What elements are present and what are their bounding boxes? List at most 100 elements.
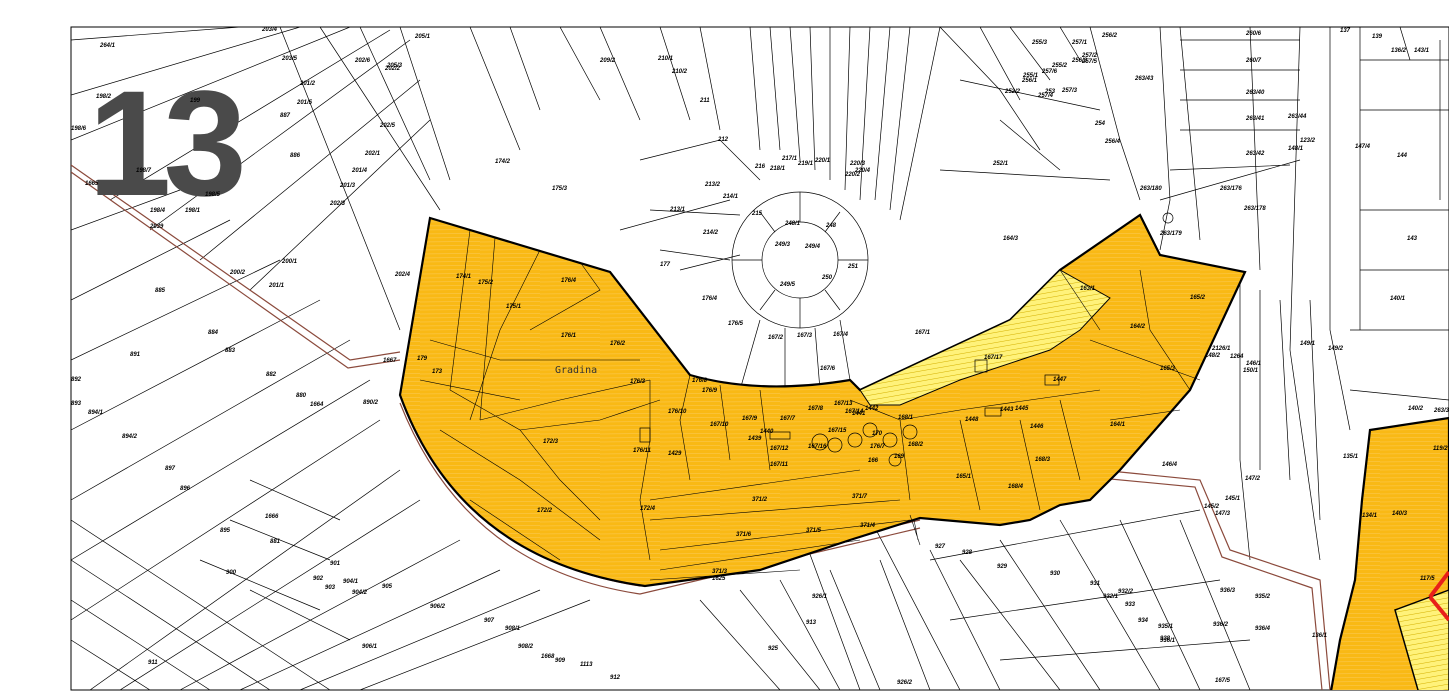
- parcel-label-254: 254: [1094, 121, 1106, 127]
- parcel-label-202-4: 202/4: [394, 272, 411, 278]
- parcel-label-172-4: 172/4: [640, 506, 656, 512]
- parcel-label-176-4: 176/4: [702, 296, 718, 302]
- parcel-label-1625: 1625: [712, 576, 726, 582]
- parcel-label-139: 139: [1372, 34, 1383, 40]
- parcel-label-263-41: 263/41: [1245, 116, 1265, 122]
- parcel-label-1667: 1667: [383, 358, 397, 364]
- parcel-label-175-3: 175/3: [552, 186, 568, 192]
- parcel-label-252-1: 252/1: [992, 161, 1009, 167]
- parcel-label-167-1: 167/1: [915, 330, 931, 336]
- parcel-label-928: 928: [962, 550, 973, 556]
- parcel-label-252-2: 252/2: [1004, 89, 1021, 95]
- parcel-label-1664: 1664: [310, 402, 324, 408]
- parcel-label-929: 929: [997, 564, 1008, 570]
- parcel-label-165-2: 165/2: [1190, 295, 1206, 301]
- parcel-label-145-2: 145/2: [1204, 504, 1220, 510]
- parcel-label-170: 170: [872, 431, 883, 437]
- parcel-label-220-3: 220/3: [849, 161, 866, 167]
- parcel-label-167-15: 167/15: [828, 428, 847, 434]
- parcel-label-140-1: 140/1: [1390, 296, 1406, 302]
- parcel-label-198-6: 198/6: [71, 126, 87, 132]
- parcel-label-936-3: 936/3: [1220, 588, 1236, 594]
- parcel-label-203-5: 203/5: [281, 56, 298, 62]
- parcel-label-177: 177: [660, 262, 671, 268]
- parcel-label-938: 938: [1160, 636, 1171, 642]
- parcel-label-891: 891: [130, 352, 141, 358]
- parcel-label-201-3: 201/3: [339, 183, 356, 189]
- parcel-label-893: 893: [71, 401, 82, 407]
- parcel-label-897: 897: [165, 466, 176, 472]
- parcel-label-936-1: 936/1: [1160, 638, 1176, 644]
- hatched-zone[interactable]: [859, 269, 1111, 406]
- parcel-label-1665: 1665: [85, 181, 99, 187]
- parcel-label-263-43: 263/43: [1134, 76, 1154, 82]
- parcel-label-912: 912: [610, 675, 621, 681]
- parcel-label-214-2: 214/2: [702, 230, 719, 236]
- parcel-label-248: 248: [825, 223, 837, 229]
- parcel-label-1668: 1668: [541, 654, 555, 660]
- parcel-label-263-3: 263/3: [1433, 408, 1449, 414]
- parcel-label-881: 881: [270, 539, 281, 545]
- parcel-label-172-2: 172/2: [537, 508, 553, 514]
- parcel-label-212: 212: [717, 137, 729, 143]
- parcel-label-906-1: 906/1: [362, 644, 378, 650]
- parcel-label-198-7: 198/7: [136, 168, 152, 174]
- parcel-label-936-2: 936/2: [1213, 622, 1229, 628]
- parcel-label-904-1: 904/1: [343, 579, 359, 585]
- parcel-label-202-1: 202/1: [364, 151, 381, 157]
- parcel-label-198-1: 198/1: [185, 208, 201, 214]
- parcel-label-257-2: 257/2: [1081, 53, 1098, 59]
- parcel-label-167-4: 167/4: [833, 332, 849, 338]
- parcel-label-176-1: 176/1: [561, 333, 577, 339]
- parcel-label-213-2: 213/2: [704, 182, 721, 188]
- parcel-label-934: 934: [1138, 618, 1149, 624]
- parcel-label-927: 927: [935, 544, 946, 550]
- parcel-label-907: 907: [484, 618, 495, 624]
- parcel-label-167-2: 167/2: [768, 335, 784, 341]
- parcel-label-255-3: 255/3: [1031, 40, 1048, 46]
- parcel-label-179: 179: [417, 356, 428, 362]
- parcel-label-166: 166: [868, 458, 879, 464]
- parcel-label-933: 933: [1125, 602, 1136, 608]
- parcel-label-903: 903: [325, 585, 336, 591]
- parcel-labels: 264/1 203/4 205/1 203/5 202/6 205/3 209/2 210/1…: [71, 27, 1449, 686]
- parcel-label-117-5: 117/5: [1420, 576, 1435, 582]
- parcel-label-1440: 1440: [760, 429, 774, 435]
- parcel-label-165-1: 165/1: [956, 474, 972, 480]
- parcel-label-1666: 1666: [265, 514, 279, 520]
- parcel-label-901: 901: [330, 561, 341, 567]
- parcel-label-211: 211: [699, 98, 710, 104]
- parcel-label-880: 880: [296, 393, 307, 399]
- parcel-label-895: 895: [220, 528, 231, 534]
- parcel-label-144: 144: [1397, 153, 1408, 159]
- parcel-label-371-6: 371/6: [736, 532, 752, 538]
- parcel-label-896: 896: [180, 486, 191, 492]
- parcel-label-932-1: 932/1: [1103, 594, 1119, 600]
- parcel-label-176-10: 176/10: [668, 409, 687, 415]
- parcel-label-892: 892: [71, 377, 82, 383]
- parcel-label-143: 143: [1407, 236, 1418, 242]
- parcel-label-176-11: 176/11: [633, 448, 652, 454]
- parcel-label-257-6: 257/6: [1041, 69, 1058, 75]
- parcel-label-167-14: 167/14: [845, 409, 864, 415]
- parcel-label-173: 173: [432, 369, 443, 375]
- parcel-label-176-9: 176/9: [702, 388, 718, 394]
- parcel-label-885: 885: [155, 288, 166, 294]
- red-highlight-outline[interactable]: [1428, 570, 1449, 622]
- parcel-label-198-4: 198/4: [150, 208, 166, 214]
- parcel-label-371-7: 371/7: [852, 494, 868, 500]
- parcel-label-174-2: 174/2: [495, 159, 511, 165]
- parcel-label-264-1: 264/1: [99, 43, 116, 49]
- parcel-label-136-2: 136/2: [1391, 48, 1407, 54]
- parcel-label-935-1: 935/1: [1158, 624, 1174, 630]
- parcel-label-263-40: 263/40: [1245, 90, 1265, 96]
- parcel-label-136-1: 136/1: [1312, 633, 1328, 639]
- parcel-label-886: 886: [290, 153, 301, 159]
- parcel-label-263-178: 263/178: [1243, 206, 1266, 212]
- parcel-label-256-3: 256/3: [1071, 58, 1088, 64]
- parcel-label-167-8: 167/8: [808, 406, 824, 412]
- parcel-label-1448: 1448: [965, 417, 979, 423]
- parcel-label-140-3: 140/3: [1392, 511, 1408, 517]
- parcel-label-1443: 1443: [1000, 407, 1014, 413]
